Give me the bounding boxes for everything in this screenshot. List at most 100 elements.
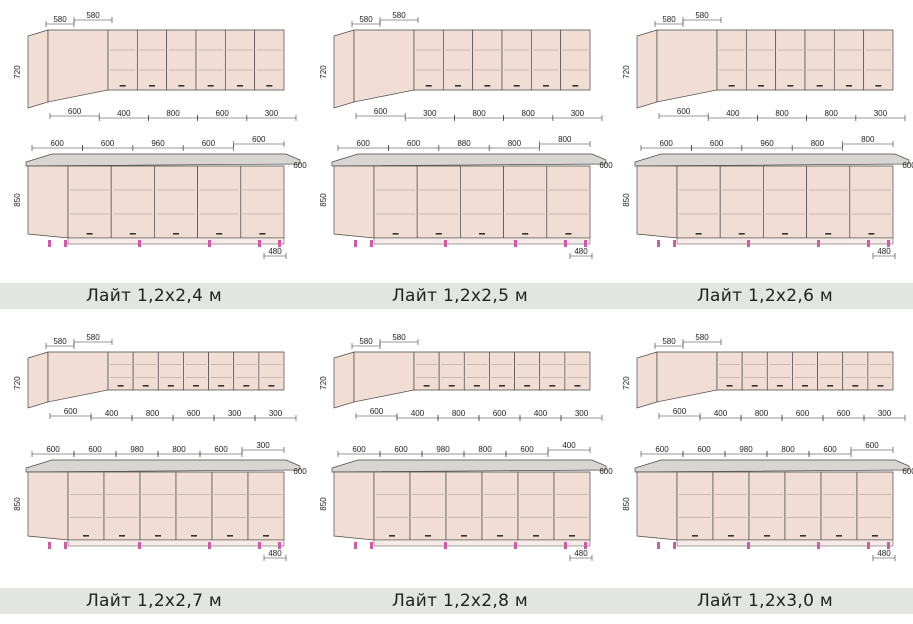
kitchen-diagram: 580 580 720 600 300 800 800 300 850 600 600 880 800 8…	[314, 6, 613, 312]
upper-cabinet	[132, 351, 159, 391]
upper-corner-cabinet	[656, 29, 718, 103]
kitchen-group: 580 580 720 600 400 800 800 300 850 600 600 960 800 8…	[622, 11, 913, 259]
upper-cabinet	[867, 351, 894, 391]
dimension-label: 480	[877, 549, 891, 558]
cabinet-handle	[816, 85, 823, 87]
kitchen-group: 580 580 720 600 400 800 600 300 300 850 600 600 980 8…	[13, 333, 307, 561]
dimension-label: 580	[359, 15, 373, 24]
dimension-label: 580	[662, 15, 676, 24]
dimension-label: 580	[86, 333, 100, 342]
dimension-label: 300	[878, 409, 892, 418]
kitchen-drawing: 580 580 720 600 400 800 600 600 300 850 600 600 980 8…	[622, 333, 913, 561]
upper-cabinet	[489, 351, 515, 391]
cabinet-handle	[178, 85, 185, 87]
kitchen-drawing: 580 580 720 600 400 800 600 300 850 600 600 960 600 6…	[13, 11, 307, 259]
dimension-label: 800	[452, 409, 466, 418]
lower-cabinet	[409, 471, 447, 541]
upper-cabinet	[233, 351, 260, 391]
cabinet-handle	[237, 85, 243, 87]
dimension-label: 600	[187, 409, 201, 418]
cabinet-handle	[751, 385, 758, 387]
lower-cabinet	[110, 165, 155, 239]
cabinet-handle	[142, 385, 149, 387]
lower-cabinet	[546, 165, 591, 239]
cabinet-leg	[64, 542, 67, 549]
cabinet-leg	[444, 542, 447, 549]
cabinet-handle	[167, 385, 174, 387]
upper-cabinet	[842, 351, 869, 391]
cabinet-handle	[207, 85, 214, 87]
countertop	[634, 459, 910, 473]
lower-cabinet	[240, 165, 285, 239]
dimension-label: 580	[695, 11, 709, 20]
dimension-label: 600	[655, 445, 669, 454]
cabinet-leg	[208, 542, 211, 549]
cabinet-handle	[522, 233, 529, 235]
kitchen-caption: Лайт 1,2х2,6 м	[696, 286, 834, 306]
upper-cabinet	[107, 351, 134, 391]
dimension-label: 580	[392, 11, 406, 20]
cabinet-handle	[193, 385, 199, 387]
upper-cabinet	[775, 29, 806, 91]
dimension-label: 850	[622, 193, 631, 207]
dimension-label: 480	[574, 247, 588, 256]
plinth	[67, 539, 285, 547]
dimension-label: 600	[101, 139, 115, 148]
kitchen-drawing: 580 580 720 600 300 800 800 300 850 600 600 880 800 8…	[319, 11, 613, 259]
dimension-label: 720	[319, 376, 328, 390]
lower-cabinet	[197, 165, 242, 239]
cabinet-leg	[564, 542, 567, 549]
dimension-label: 600	[493, 409, 507, 418]
dimension-label: 600	[796, 409, 810, 418]
upper-cabinet	[501, 29, 532, 91]
cabinet-handle	[524, 385, 531, 387]
lower-cabinet	[849, 165, 894, 239]
cabinet-handle	[473, 385, 480, 387]
lower-cabinet	[517, 471, 555, 541]
dimension-label: 300	[228, 409, 242, 418]
dimension-label: 600	[520, 445, 534, 454]
plinth	[373, 539, 591, 547]
cabinet-handle	[448, 385, 455, 387]
upper-cabinet	[438, 351, 465, 391]
upper-cabinet	[195, 29, 226, 91]
cabinet-leg	[657, 240, 660, 247]
dimension-label: 300	[265, 109, 279, 118]
lower-cabinet	[784, 471, 822, 541]
kitchen-diagram: 580 580 720 600 400 800 600 300 300 850 600 600 980 8…	[8, 318, 307, 624]
cabinet-handle	[461, 535, 467, 537]
dimension-label: 600	[68, 107, 82, 116]
upper-cabinet	[208, 351, 235, 391]
dimension-label: 980	[130, 445, 144, 454]
cabinet-leg	[444, 240, 447, 247]
cabinet-leg	[584, 240, 587, 247]
cabinet-leg	[354, 240, 357, 247]
lower-cabinet	[67, 471, 105, 541]
cabinet-handle	[692, 535, 698, 537]
cabinet-leg	[354, 542, 357, 549]
kitchen-drawing: 580 580 720 600 400 800 600 400 300 850 600 600 980 8…	[319, 333, 613, 561]
cabinet-handle	[543, 85, 549, 87]
cabinet-handle	[776, 385, 783, 387]
cabinet-leg	[278, 542, 281, 549]
dimension-label: 400	[411, 409, 425, 418]
cabinet-handle	[266, 85, 273, 87]
lower-cabinet	[139, 471, 177, 541]
upper-side-cabinet	[333, 29, 355, 109]
cabinet-handle	[216, 233, 223, 235]
lower-cabinet	[67, 165, 112, 239]
upper-cabinet	[817, 351, 844, 391]
dimension-label: 480	[877, 247, 891, 256]
upper-cabinet	[792, 351, 818, 391]
kitchen-group: 580 580 720 600 400 800 600 300 850 600 600 960 600 6…	[13, 11, 307, 259]
countertop	[25, 459, 301, 473]
cabinet-leg	[673, 542, 676, 549]
upper-cabinet	[413, 351, 440, 391]
cabinet-handle	[497, 535, 503, 537]
cabinet-handle	[86, 233, 93, 235]
upper-cabinet	[254, 29, 285, 91]
dimension-label: 400	[562, 441, 576, 450]
cabinet-handle	[83, 535, 89, 537]
plinth	[676, 539, 894, 547]
cabinet-handle	[836, 535, 842, 537]
